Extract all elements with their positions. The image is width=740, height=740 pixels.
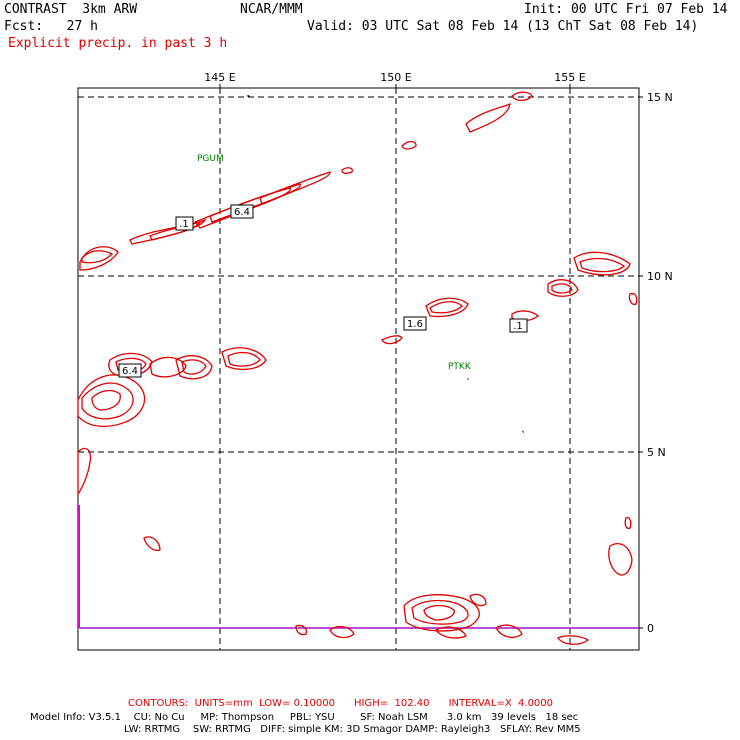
lon-label-145e: 145 E (204, 71, 235, 84)
contour-label: .1 (513, 321, 523, 332)
lat-label-15n: 15 N (647, 91, 673, 104)
model-info-line1: Model Info: V3.5.1 CU: No Cu MP: Thompso… (30, 712, 579, 723)
contour-info: CONTOURS: UNITS=mm LOW= 0.10000 HIGH= 10… (128, 698, 554, 709)
contour-cell (465, 102, 511, 133)
lat-label-5n: 5 N (647, 446, 666, 459)
contour-label-box (403, 316, 427, 331)
contour-cell (469, 593, 487, 607)
station-ptkk: PTKK (448, 362, 472, 372)
contour-cell (79, 246, 119, 271)
lat-label-eq: 0 (647, 622, 654, 635)
station-group: PGUM PTKK (197, 154, 472, 372)
contour-label-box (230, 204, 254, 219)
contour-cell (81, 250, 114, 264)
contour-cell (547, 279, 579, 297)
contour-label: .1 (179, 219, 189, 230)
lon-label-150e: 150 E (380, 71, 411, 84)
contour-cell (295, 624, 308, 636)
contour-cell (557, 635, 590, 645)
contour-label: 6.4 (122, 366, 138, 377)
contour-cell (81, 382, 134, 420)
map-frame (77, 87, 640, 651)
model-title: CONTRAST 3km ARW (4, 2, 138, 17)
contour-cell (91, 389, 121, 411)
contour-cell (411, 599, 469, 625)
contour-cell (403, 594, 480, 632)
contour-cell (77, 374, 146, 427)
lat-lon-grid (78, 88, 639, 650)
contour-cell (209, 183, 301, 223)
contour-cell (175, 355, 213, 380)
contour-label-box (509, 318, 528, 333)
contour-label-group: .1 6.4 6.4 1.6 .1 (118, 204, 528, 378)
contour-cell (579, 257, 626, 273)
contour-label-box (118, 363, 142, 378)
contour-cell (401, 140, 417, 150)
contour-label: 6.4 (234, 207, 250, 218)
valid-time: Valid: 03 UTC Sat 08 Feb 14 (13 ChT Sat … (307, 19, 699, 34)
field-title: Explicit precip. in past 3 h (8, 36, 228, 51)
contour-cell (221, 347, 267, 371)
precip-contours (77, 91, 638, 645)
contour-cell (259, 171, 331, 205)
contour-cell (381, 335, 403, 345)
init-time: Init: 00 UTC Fri 07 Feb 14 (524, 2, 728, 17)
island-markers (246, 95, 524, 433)
organization: NCAR/MMM (240, 2, 303, 17)
model-info-line2: LW: RRTMG SW: RRTMG DIFF: simple KM: 3D … (124, 724, 581, 735)
contour-cell (608, 543, 633, 576)
contour-cell (435, 626, 467, 639)
contour-cell (495, 624, 523, 639)
contour-cell (181, 359, 207, 375)
contour-cell (149, 356, 187, 378)
contour-cell (628, 292, 638, 306)
contour-cell (77, 447, 92, 497)
station-pgum: PGUM (197, 154, 224, 164)
contour-cell (511, 91, 533, 102)
contour-cell (329, 625, 355, 639)
contour-cell (624, 516, 632, 530)
contour-cell (573, 251, 631, 276)
contour-cell (425, 297, 469, 318)
contour-cell (341, 167, 354, 174)
forecast-hour: Fcst: 27 h (4, 19, 98, 34)
contour-cell (429, 301, 463, 314)
lon-label-155e: 155 E (554, 71, 585, 84)
axis-ticks (219, 84, 643, 629)
contour-cell (551, 283, 573, 294)
contour-label: 1.6 (407, 319, 423, 330)
lat-label-10n: 10 N (647, 270, 673, 283)
contour-cell (143, 536, 161, 552)
contour-cell (423, 604, 455, 621)
contour-cell (149, 218, 207, 241)
contour-label-box (175, 216, 194, 231)
contour-cell (227, 351, 261, 367)
